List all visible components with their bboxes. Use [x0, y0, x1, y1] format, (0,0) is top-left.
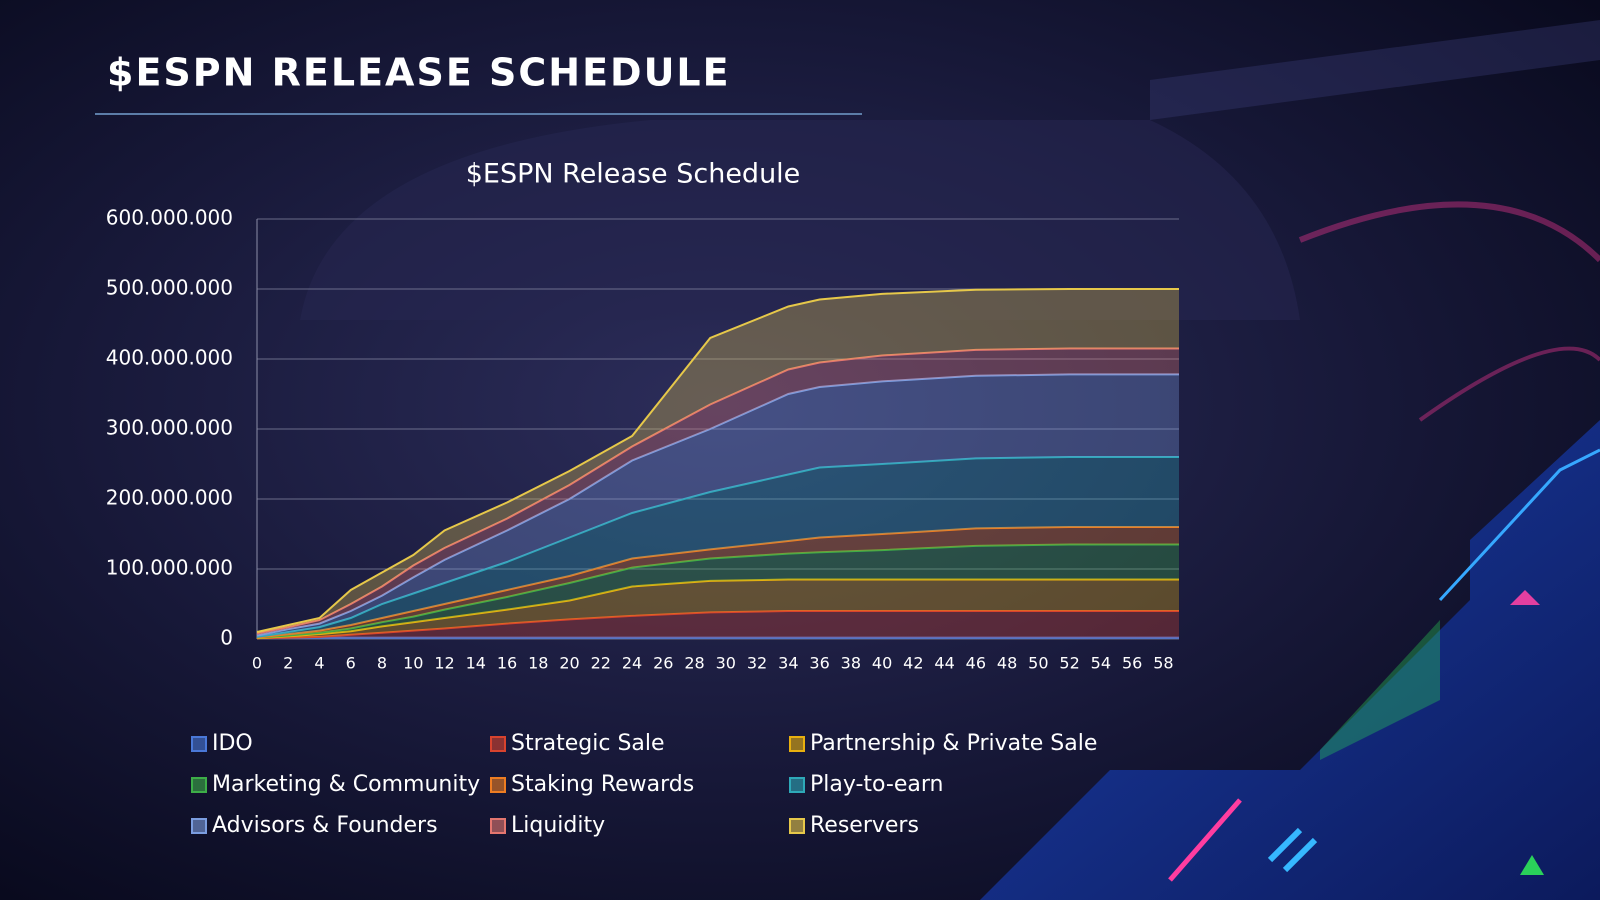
legend-label: Advisors & Founders	[212, 813, 438, 838]
x-tick-label: 44	[934, 654, 954, 673]
x-tick-label: 32	[747, 654, 767, 673]
x-tick-label: 18	[528, 654, 548, 673]
area-line	[256, 543, 1179, 639]
x-tick-label: 54	[1091, 654, 1111, 673]
x-tick-label: 50	[1028, 654, 1048, 673]
area	[257, 544, 1179, 639]
x-tick-label: 0	[252, 654, 262, 673]
x-tick-label: 42	[903, 654, 923, 673]
circuit-line	[1438, 448, 1600, 602]
x-tick-label: 58	[1153, 654, 1173, 673]
x-tick-label: 22	[591, 654, 611, 673]
legend-label: Reservers	[810, 813, 919, 838]
area-line	[256, 456, 1179, 638]
legend-label: IDO	[212, 731, 253, 756]
x-tick-label: 20	[559, 654, 579, 673]
beam	[1150, 20, 1600, 120]
x-tick-label: 16	[497, 654, 517, 673]
legend-label: Staking Rewards	[511, 772, 694, 797]
x-tick-label: 24	[622, 654, 642, 673]
area-line	[256, 347, 1179, 635]
neon	[1298, 201, 1600, 263]
area	[257, 611, 1179, 639]
x-tick-label: 26	[653, 654, 673, 673]
legend-label: Partnership & Private Sale	[810, 731, 1097, 756]
y-tick-label: 400.000.000	[106, 346, 233, 370]
x-tick-label: 38	[841, 654, 861, 673]
y-tick-label: 500.000.000	[106, 276, 233, 300]
legend-label: Marketing & Community	[212, 772, 480, 797]
x-tick-label: 36	[809, 654, 829, 673]
arrow-icon	[1267, 827, 1318, 873]
warning-icon	[1520, 855, 1544, 875]
x-tick-label: 14	[466, 654, 486, 673]
x-tick-label: 56	[1122, 654, 1142, 673]
circuit-panel	[980, 420, 1600, 900]
arch	[300, 120, 1300, 320]
area-line	[256, 578, 1179, 640]
area	[257, 374, 1179, 637]
x-tick-label: 30	[716, 654, 736, 673]
y-tick-label: 200.000.000	[106, 486, 233, 510]
x-tick-label: 52	[1059, 654, 1079, 673]
x-tick-label: 34	[778, 654, 798, 673]
legend-swatch	[490, 777, 506, 793]
x-tick-label: 12	[434, 654, 454, 673]
legend-label: Strategic Sale	[511, 731, 665, 756]
x-tick-label: 48	[997, 654, 1017, 673]
y-tick-label: 600.000.000	[106, 206, 233, 230]
chart-title: $ESPN Release Schedule	[466, 159, 801, 190]
warning-icon	[1510, 590, 1540, 605]
chart: 0 100.000.000 200.000.000 300.000.000 400.00…	[106, 206, 1179, 838]
slide-title: $ESPN RELEASE SCHEDULE	[107, 51, 731, 95]
area-line	[256, 610, 1179, 640]
circuit-line	[1168, 798, 1242, 882]
legend-swatch	[490, 818, 506, 834]
legend-label: Play-to-earn	[810, 772, 943, 797]
y-tick-label: 100.000.000	[106, 556, 233, 580]
y-tick-label: 300.000.000	[106, 416, 233, 440]
legend-label: Liquidity	[511, 813, 605, 838]
area	[257, 348, 1179, 636]
neon	[1418, 346, 1600, 422]
legend-swatch	[191, 736, 207, 752]
area	[257, 457, 1179, 638]
x-tick-label: 2	[283, 654, 293, 673]
x-tick-label: 46	[966, 654, 986, 673]
area-line	[256, 288, 1179, 633]
x-tick-label: 28	[684, 654, 704, 673]
x-tick-label: 10	[403, 654, 423, 673]
x-tick-label: 8	[377, 654, 387, 673]
area-line	[256, 373, 1179, 637]
x-tick-label: 4	[314, 654, 324, 673]
area	[257, 289, 1179, 634]
x-tick-label: 40	[872, 654, 892, 673]
y-tick-label: 0	[220, 626, 233, 650]
area-line	[256, 526, 1179, 639]
circuit-shape	[1320, 620, 1440, 760]
legend-swatch	[789, 736, 805, 752]
legend-swatch	[191, 777, 207, 793]
legend-swatch	[191, 818, 207, 834]
legend-swatch	[789, 777, 805, 793]
area	[257, 579, 1179, 639]
legend-swatch	[490, 736, 506, 752]
x-tick-label: 6	[346, 654, 356, 673]
legend-swatch	[789, 818, 805, 834]
area-line	[256, 636, 1179, 640]
